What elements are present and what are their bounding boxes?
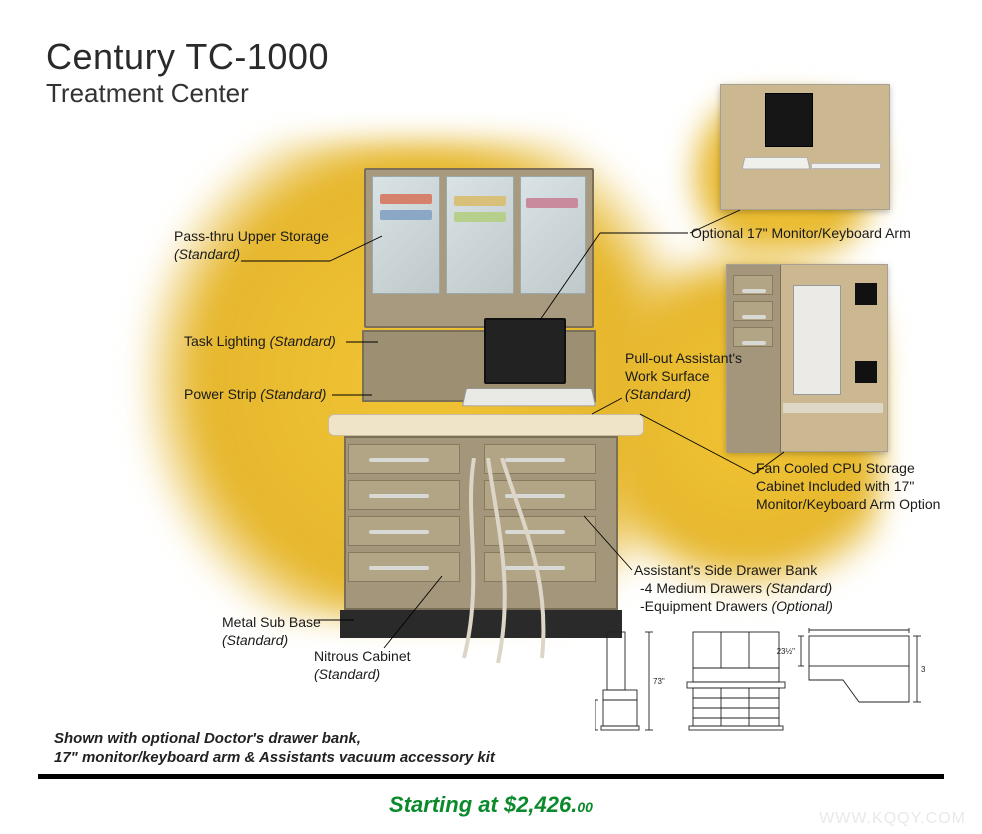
footnote-line: Shown with optional Doctor's drawer bank… (54, 730, 361, 747)
footnote: Shown with optional Doctor's drawer bank… (54, 730, 495, 768)
price-cents: 00 (577, 799, 593, 815)
watermark: WWW.KQQY.COM (819, 810, 966, 828)
divider (38, 774, 944, 779)
price-amount: $2,426. (504, 792, 577, 817)
product-subtitle: Treatment Center (46, 78, 936, 109)
price-prefix: Starting at (389, 792, 504, 817)
product-title: Century TC-1000 (46, 38, 936, 76)
footnote-line: 17" monitor/keyboard arm & Assistants va… (54, 749, 495, 766)
